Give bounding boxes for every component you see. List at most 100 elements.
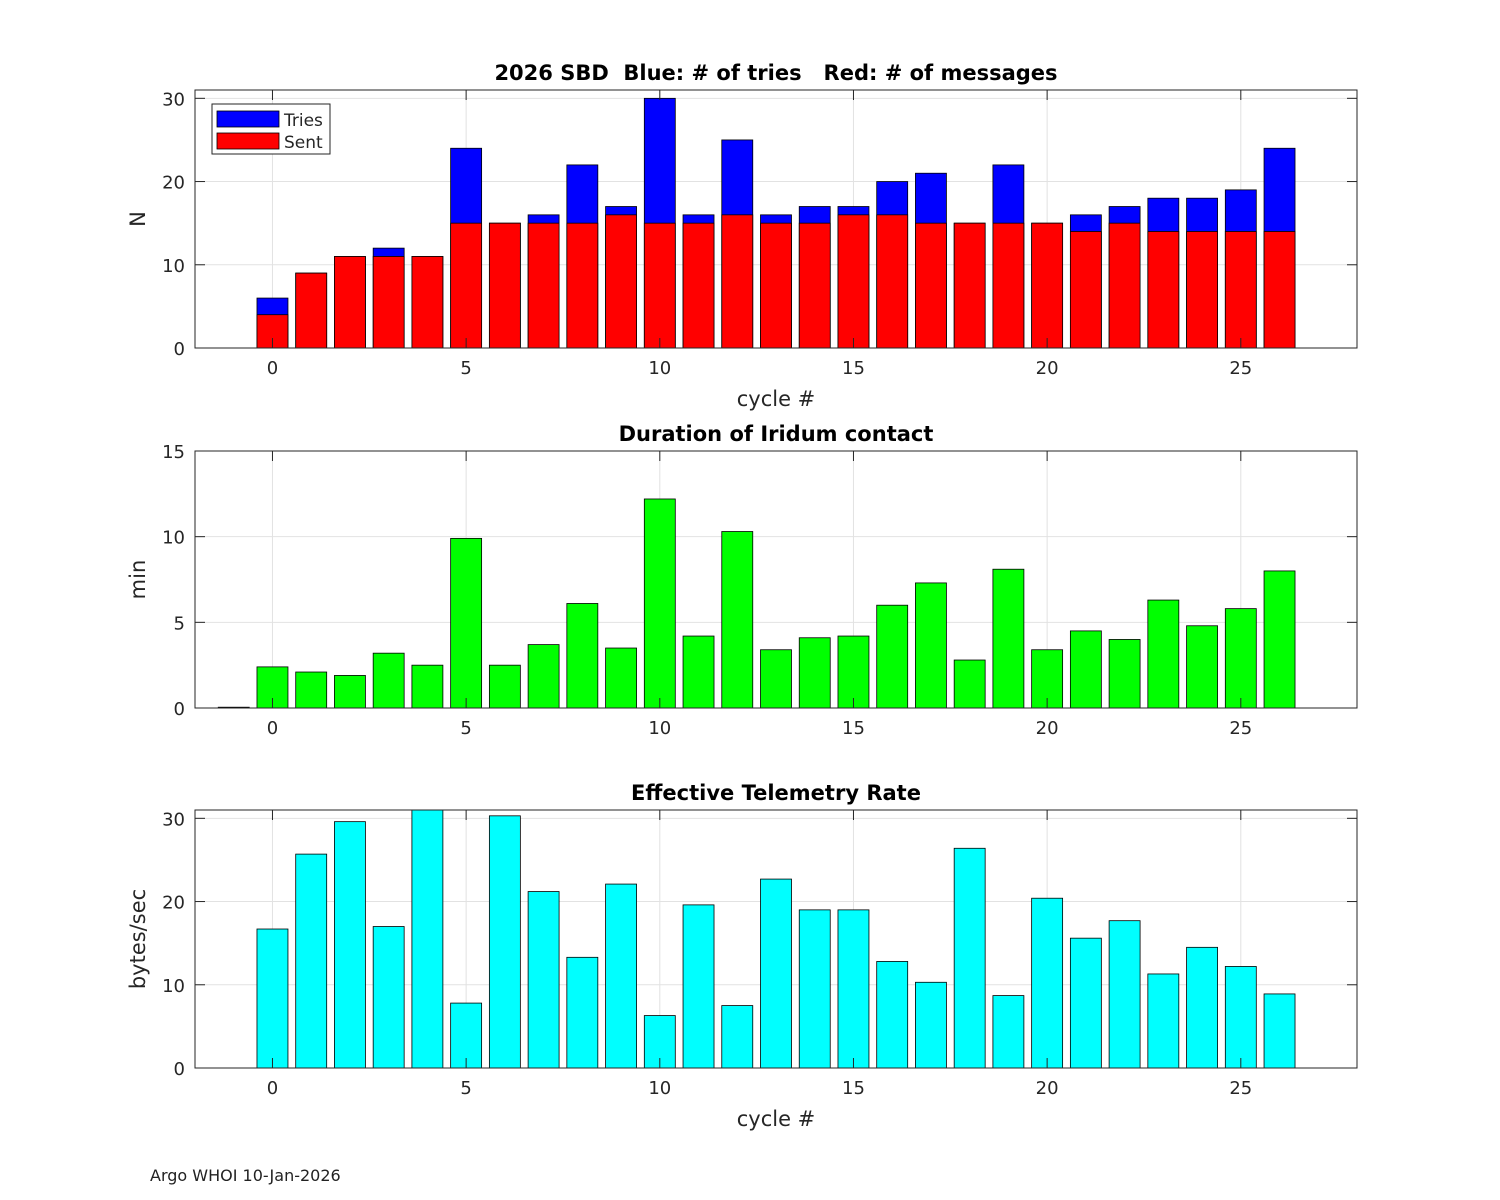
- bar-rate-cycle-23: [1147, 973, 1180, 1069]
- bar-duration-cycle-9: [605, 647, 637, 709]
- bar-rate-cycle-1: [295, 853, 328, 1069]
- bar-sent-cycle-20: [1031, 222, 1064, 349]
- bar-duration-cycle-12: [721, 531, 754, 709]
- x-tick-label: 5: [460, 1078, 471, 1099]
- x-tick-label: 5: [460, 718, 471, 739]
- bar-rate-cycle-16: [876, 961, 909, 1069]
- bar-duration-cycle-5: [450, 537, 483, 709]
- x-tick-label: 10: [648, 718, 671, 739]
- axes-box: [194, 89, 1358, 349]
- bar-rate-cycle-26: [1263, 993, 1296, 1069]
- bar-duration-cycle-24: [1186, 625, 1218, 709]
- bar-duration-cycle-10: [643, 498, 676, 709]
- bar-sent-cycle-23: [1147, 231, 1180, 349]
- y-tick-label: 5: [174, 613, 185, 634]
- bar-sent-cycle-1: [295, 272, 328, 349]
- bar-sent-cycle-16: [876, 214, 909, 349]
- bar-rate-cycle-13: [760, 878, 792, 1069]
- bar-sent-cycle-24: [1186, 231, 1218, 349]
- chart-title: Duration of Iridum contact: [619, 422, 934, 446]
- bar-duration-cycle-8: [566, 603, 599, 709]
- x-tick-label: 15: [842, 1078, 865, 1099]
- y-tick-label: 15: [162, 442, 185, 463]
- y-tick-label: 20: [162, 173, 185, 194]
- bar-sent-cycle-26: [1263, 231, 1296, 349]
- bar-duration-cycle-17: [915, 582, 947, 709]
- bar-rate-cycle-5: [450, 1002, 483, 1069]
- bar-sent-cycle-14: [798, 222, 831, 349]
- bar-duration-cycle-7: [527, 644, 560, 709]
- x-axis-label: cycle #: [737, 387, 816, 411]
- bar-rate-cycle-11: [682, 904, 715, 1069]
- x-tick-label: 25: [1229, 358, 1252, 379]
- chart-title: Effective Telemetry Rate: [631, 781, 921, 805]
- y-tick-label: 30: [162, 89, 185, 110]
- bar-sent-cycle-7: [527, 222, 560, 349]
- bar-rate-cycle-14: [798, 909, 831, 1069]
- bar-duration-cycle-4: [411, 664, 444, 709]
- x-tick-label: 5: [460, 358, 471, 379]
- bar-duration-cycle-26: [1263, 570, 1296, 709]
- bar-rate-cycle-21: [1069, 937, 1102, 1069]
- y-tick-label: 30: [162, 809, 185, 830]
- x-tick-label: 0: [267, 1078, 278, 1099]
- bar-sent-cycle-8: [566, 222, 599, 349]
- bar-sent-cycle-4: [411, 256, 444, 349]
- bar-rate-cycle-25: [1224, 966, 1257, 1069]
- legend-label-tries: Tries: [283, 111, 323, 131]
- bar-sent-cycle-9: [605, 214, 637, 349]
- chart-title: 2026 SBD Blue: # of tries Red: # of mess…: [494, 61, 1057, 85]
- axes-box: [194, 809, 1358, 1069]
- bar-rate-cycle-8: [566, 956, 599, 1069]
- bar-sent-cycle-3: [372, 256, 405, 349]
- x-tick-label: 15: [842, 358, 865, 379]
- bar-sent-cycle-18: [953, 222, 986, 349]
- bar-duration-cycle-14: [798, 637, 831, 709]
- bar-rate-cycle-2: [334, 821, 366, 1069]
- bar-rate-cycle-9: [605, 883, 637, 1069]
- x-axis-label: cycle #: [737, 1107, 816, 1131]
- y-tick-label: 20: [162, 893, 185, 914]
- bar-duration-cycle-13: [760, 649, 792, 709]
- bar-duration-cycle-21: [1069, 630, 1102, 709]
- bar-sent-cycle-22: [1108, 222, 1141, 349]
- bar-rate-cycle-0: [256, 928, 289, 1069]
- legend-swatch-tries: [216, 110, 280, 128]
- bar-duration-cycle-16: [876, 604, 909, 709]
- legend-label-sent: Sent: [284, 133, 323, 153]
- x-tick-label: 25: [1229, 718, 1252, 739]
- bar-duration-cycle-19: [992, 568, 1025, 709]
- bar-duration-cycle-22: [1108, 639, 1141, 709]
- y-tick-label: 0: [174, 339, 185, 360]
- bar-rate-cycle-17: [915, 981, 947, 1069]
- figure: 0 5 10 15 20 25 0 10 20 30 2026 SBD Blue: # of tri…: [126, 61, 1358, 1131]
- y-tick-label: 10: [162, 976, 185, 997]
- bar-rate-cycle-15: [837, 909, 870, 1069]
- bar-sent-cycle-19: [992, 222, 1025, 349]
- footer-text: Argo WHOI 10-Jan-2026: [150, 1166, 341, 1185]
- bar-duration-cycle-11: [682, 635, 715, 709]
- y-tick-label: 10: [162, 256, 185, 277]
- bar-duration-cycle-1: [295, 671, 328, 709]
- bar-sent-cycle-17: [915, 222, 947, 349]
- bar-sent-cycle-5: [450, 222, 483, 349]
- bar-sent-cycle-25: [1224, 231, 1257, 349]
- x-tick-label: 0: [267, 358, 278, 379]
- bar-rate-cycle-3: [372, 926, 405, 1069]
- bar-rate-cycle-7: [527, 891, 560, 1069]
- x-tick-label: 15: [842, 718, 865, 739]
- bar-sent-cycle-13: [760, 222, 792, 349]
- bar-duration-cycle-2: [334, 675, 366, 709]
- bar-sent-cycle-11: [682, 222, 715, 349]
- bar-duration-cycle-25: [1224, 608, 1257, 709]
- x-tick-label: 0: [267, 718, 278, 739]
- y-axis-label: bytes/sec: [126, 889, 150, 989]
- x-tick-label: 10: [648, 358, 671, 379]
- bar-sent-cycle-10: [643, 222, 676, 349]
- bar-duration-cycle-23: [1147, 599, 1180, 709]
- bar-sent-cycle-21: [1069, 231, 1102, 349]
- bar-duration-cycle-15: [837, 635, 870, 709]
- y-tick-label: 10: [162, 528, 185, 549]
- bar-rate-cycle-24: [1186, 946, 1218, 1069]
- chart-panel-3: 0 5 10 15 20 25 0 10 20 30 Effective Telemetry Rat…: [126, 781, 1358, 1131]
